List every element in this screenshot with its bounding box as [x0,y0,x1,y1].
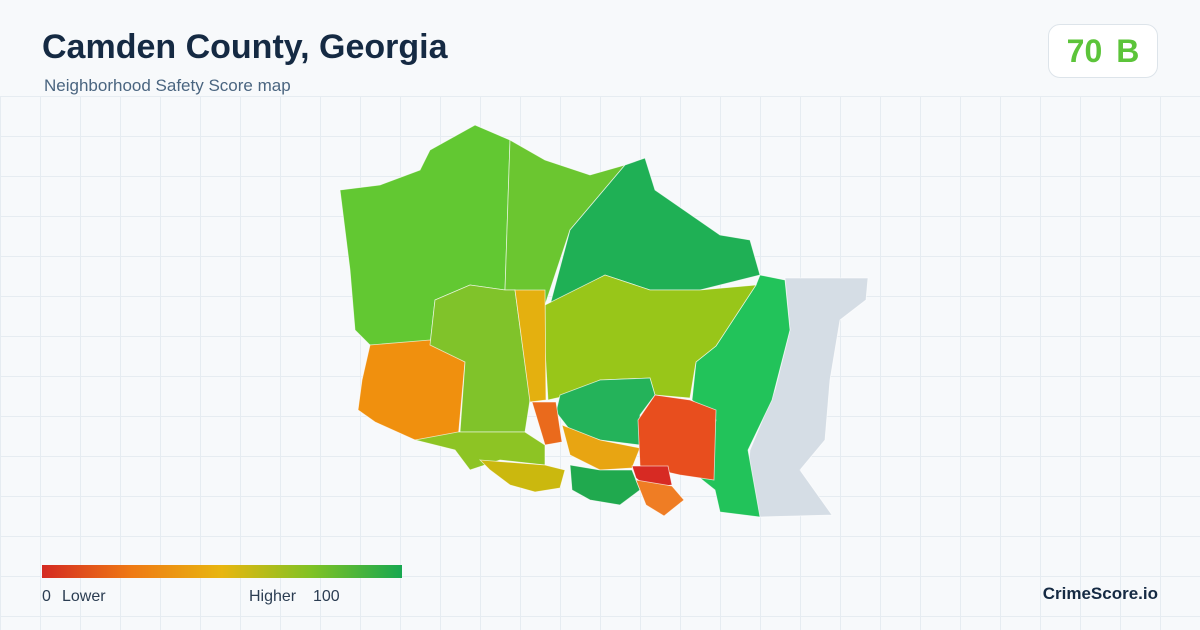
header [0,0,1200,96]
legend-min: 0 [42,588,51,605]
region [478,459,566,493]
region [531,401,563,446]
region [569,464,641,506]
region [429,284,531,433]
legend-max: 100 [313,588,340,605]
region [635,479,685,517]
subtitle: Neighborhood Safety Score map [44,76,291,95]
region [637,394,717,481]
score-value: 70 [1066,32,1103,69]
region [549,157,761,306]
score-grade: B [1116,32,1140,69]
region [357,339,466,441]
region [544,274,757,401]
title: Camden County, Georgia [42,28,448,66]
region [561,424,641,471]
legend-gradient [42,565,402,578]
legend-min-label: Lower [62,588,106,605]
legend-max-label: Higher [249,588,297,605]
brand: CrimeScore.io [1042,584,1158,603]
score-badge: 70 B [1048,24,1158,78]
region [514,289,547,403]
